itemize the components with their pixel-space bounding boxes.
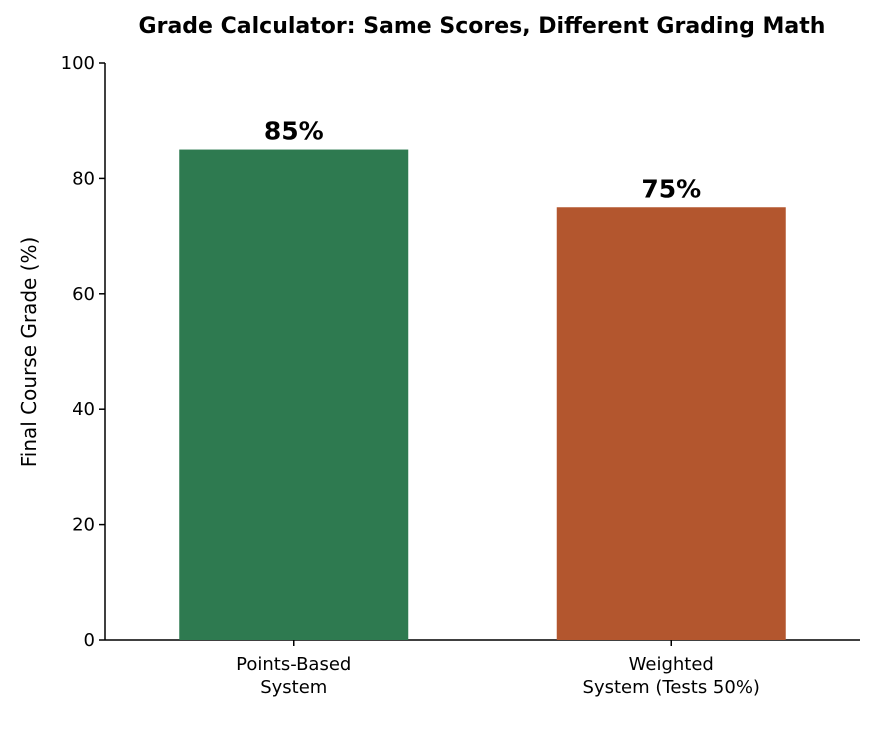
bars [179, 149, 786, 641]
x-tick-label: Weighted System (Tests 50%) [583, 654, 760, 698]
y-axis: 0 20 40 60 80 100 [61, 53, 106, 651]
chart-title: Grade Calculator: Same Scores, Different… [139, 14, 826, 39]
x-tick-label-line: Points-Based [236, 654, 351, 675]
x-tick-label-line: Weighted [629, 654, 714, 675]
bar-0 [179, 149, 409, 641]
bar-value-label: 85% [264, 117, 324, 146]
data-labels: 85% 75% [264, 117, 701, 204]
y-tick-label: 40 [72, 399, 95, 420]
x-tick-label-line: System [260, 677, 327, 698]
y-tick-label: 100 [61, 53, 95, 74]
y-tick-label: 60 [72, 284, 95, 305]
y-tick-label: 20 [72, 515, 95, 536]
y-axis-label: Final Course Grade (%) [17, 237, 41, 468]
x-tick-label-line: System (Tests 50%) [583, 677, 760, 698]
y-tick-label: 0 [84, 630, 95, 651]
x-axis: Points-Based System Weighted System (Tests … [105, 639, 860, 698]
x-tick-label: Points-Based System [236, 654, 351, 698]
y-tick-label: 80 [72, 168, 95, 189]
bar-1 [556, 207, 786, 640]
bar-value-label: 75% [641, 174, 701, 203]
